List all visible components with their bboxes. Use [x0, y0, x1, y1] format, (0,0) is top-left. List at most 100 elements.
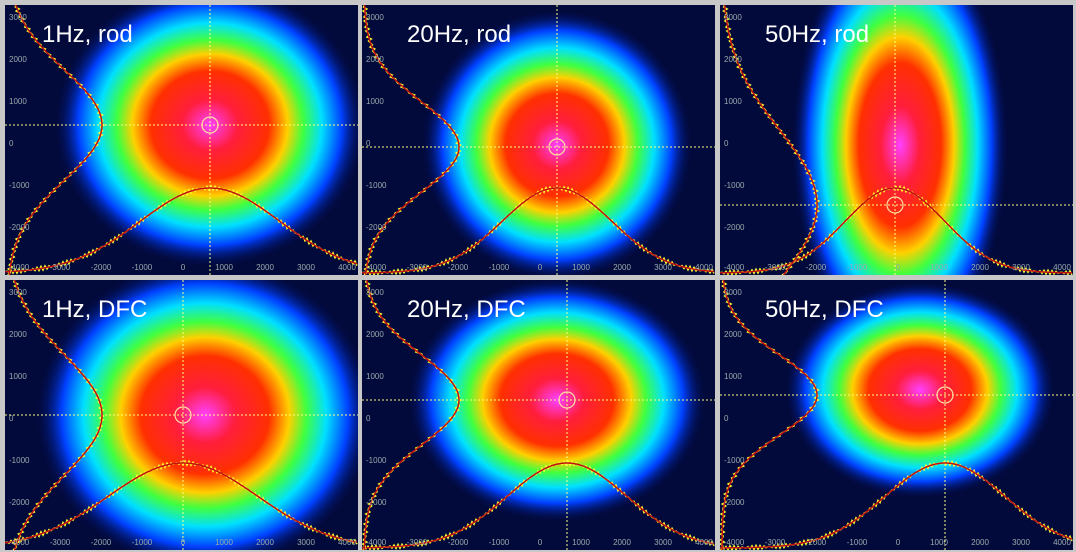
y-tick-label: -1000 — [724, 181, 745, 190]
x-tick-label: 1000 — [572, 263, 590, 272]
x-tick-label: -4000 — [366, 263, 387, 272]
x-tick-label: 0 — [896, 263, 901, 272]
x-tick-label: -1000 — [489, 263, 510, 272]
x-tick-label: 4000 — [338, 538, 356, 547]
x-tick-label: 0 — [181, 538, 186, 547]
panel-content: -4000 -3000 -2000 -1000 0 1000 2000 3000 4000 300… — [362, 5, 715, 275]
x-tick-label: 1000 — [930, 538, 948, 547]
h-profile-fit — [720, 462, 1073, 549]
x-tick-label: -3000 — [765, 263, 786, 272]
panel-label: 1Hz, DFC — [42, 296, 147, 323]
y-tick-label: -1000 — [9, 456, 30, 465]
y-tick-label: 3000 — [366, 13, 384, 22]
x-tick-label: -2000 — [806, 538, 827, 547]
h-profile-fit — [5, 462, 358, 544]
h-profile-fit — [5, 187, 358, 273]
x-tick-label: 3000 — [1012, 263, 1030, 272]
x-tick-label: 0 — [538, 263, 543, 272]
beam-spot — [785, 282, 1055, 498]
y-tick-label: -2000 — [366, 223, 387, 232]
y-tick-label: 2000 — [366, 55, 384, 64]
x-tick-label: -4000 — [9, 538, 30, 547]
v-profile-fit — [723, 5, 818, 275]
y-tick-label: 1000 — [366, 97, 384, 106]
cursor — [201, 116, 219, 134]
panel-label: 1Hz, rod — [42, 21, 133, 48]
x-tick-label: 2000 — [256, 538, 274, 547]
panel-label: 20Hz, rod — [407, 21, 511, 48]
x-tick-label: 3000 — [1012, 538, 1030, 547]
x-tick-label: 1000 — [572, 538, 590, 547]
y-tick-label: 0 — [724, 414, 729, 423]
y-tick-label: 2000 — [366, 330, 384, 339]
panel: -4000 -3000 -2000 -1000 0 1000 2000 3000 4000 300… — [362, 5, 715, 275]
x-tick-label: 0 — [181, 263, 186, 272]
x-tick-label: -4000 — [366, 538, 387, 547]
v-profile-fit — [8, 5, 103, 275]
cursor — [174, 406, 192, 424]
y-tick-label: 3000 — [9, 288, 27, 297]
x-tick-label: -1000 — [847, 538, 868, 547]
y-tick-label: 1000 — [724, 372, 742, 381]
panel: -4000 -3000 -2000 -1000 0 1000 2000 3000 4000 300… — [720, 280, 1073, 550]
panel-content: -4000 -3000 -2000 -1000 0 1000 2000 3000 4000 300… — [720, 280, 1073, 550]
x-tick-label: 3000 — [654, 538, 672, 547]
y-tick-label: 2000 — [9, 330, 27, 339]
x-tick-label: 4000 — [338, 263, 356, 272]
x-tick-label: -2000 — [91, 263, 112, 272]
x-tick-label: -2000 — [91, 538, 112, 547]
x-tick-label: -1000 — [847, 263, 868, 272]
y-tick-label: 0 — [9, 139, 14, 148]
y-tick-label: 3000 — [724, 13, 742, 22]
v-profile-fit — [363, 5, 460, 275]
v-profile-fit — [363, 280, 460, 550]
cursor — [936, 386, 954, 404]
y-tick-label: 0 — [724, 139, 729, 148]
x-tick-label: -3000 — [407, 538, 428, 547]
x-tick-label: -2000 — [448, 538, 469, 547]
h-profile-fit — [362, 462, 715, 549]
panel-content: -4000 -3000 -2000 -1000 0 1000 2000 3000 4000 300… — [362, 280, 715, 550]
y-tick-label: -1000 — [724, 456, 745, 465]
v-profile-fit — [13, 280, 103, 550]
x-tick-label: 4000 — [695, 263, 713, 272]
x-tick-label: 2000 — [613, 538, 631, 547]
y-tick-label: 1000 — [366, 372, 384, 381]
beam-spot — [792, 5, 1008, 275]
x-tick-label: 1000 — [215, 263, 233, 272]
y-tick-label: 0 — [366, 139, 371, 148]
x-tick-label: 3000 — [297, 263, 315, 272]
y-tick-label: 3000 — [9, 13, 27, 22]
x-tick-label: 0 — [896, 538, 901, 547]
panel-label: 50Hz, DFC — [765, 296, 884, 323]
x-tick-label: 2000 — [256, 263, 274, 272]
x-tick-label: 4000 — [695, 538, 713, 547]
v-profile-fit — [721, 280, 818, 550]
cursor — [558, 391, 576, 409]
y-tick-label: -1000 — [9, 181, 30, 190]
y-tick-label: 3000 — [366, 288, 384, 297]
x-tick-label: -4000 — [724, 538, 745, 547]
x-tick-label: -3000 — [50, 263, 71, 272]
cursor — [886, 196, 904, 214]
panel-content: -4000 -3000 -2000 -1000 0 1000 2000 3000 4000 300… — [720, 5, 1073, 275]
x-tick-label: 1000 — [930, 263, 948, 272]
y-tick-label: 1000 — [9, 372, 27, 381]
beam-spot — [408, 280, 706, 522]
x-tick-label: -3000 — [765, 538, 786, 547]
y-tick-label: -2000 — [366, 498, 387, 507]
x-tick-label: -3000 — [407, 263, 428, 272]
x-tick-label: 2000 — [971, 538, 989, 547]
panel-label: 50Hz, rod — [765, 21, 869, 48]
x-tick-label: -4000 — [9, 263, 30, 272]
x-tick-label: -1000 — [132, 538, 153, 547]
x-tick-label: -1000 — [489, 538, 510, 547]
x-tick-label: -2000 — [806, 263, 827, 272]
panel-label: 20Hz, DFC — [407, 296, 526, 323]
beam-spot — [54, 5, 358, 267]
x-tick-label: 3000 — [297, 538, 315, 547]
y-tick-label: 2000 — [724, 330, 742, 339]
panel: -4000 -3000 -2000 -1000 0 1000 2000 3000 4000 300… — [5, 280, 358, 550]
h-profile-fit — [362, 187, 715, 274]
